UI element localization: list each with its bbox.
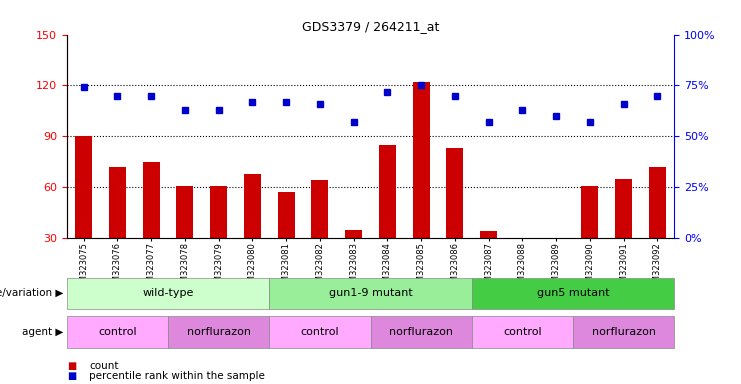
Text: wild-type: wild-type: [142, 288, 193, 298]
Text: norflurazon: norflurazon: [187, 327, 250, 337]
Text: control: control: [503, 327, 542, 337]
Bar: [244, 174, 261, 238]
Bar: [109, 167, 126, 238]
Text: gun5 mutant: gun5 mutant: [536, 288, 609, 298]
Bar: [176, 185, 193, 238]
Bar: [210, 185, 227, 238]
Bar: [75, 136, 92, 238]
Bar: [278, 192, 295, 238]
Bar: [379, 145, 396, 238]
Text: gun1-9 mutant: gun1-9 mutant: [328, 288, 413, 298]
Bar: [311, 180, 328, 238]
Text: control: control: [301, 327, 339, 337]
Bar: [615, 179, 632, 238]
Bar: [480, 231, 497, 238]
Bar: [649, 167, 666, 238]
Bar: [142, 162, 159, 238]
Bar: [582, 185, 599, 238]
Text: percentile rank within the sample: percentile rank within the sample: [89, 371, 265, 381]
Text: ■: ■: [67, 371, 76, 381]
Title: GDS3379 / 264211_at: GDS3379 / 264211_at: [302, 20, 439, 33]
Bar: [514, 238, 531, 280]
Text: count: count: [89, 361, 119, 371]
Bar: [345, 230, 362, 238]
Text: genotype/variation ▶: genotype/variation ▶: [0, 288, 63, 298]
Text: agent ▶: agent ▶: [21, 327, 63, 337]
Text: control: control: [98, 327, 136, 337]
Text: norflurazon: norflurazon: [389, 327, 453, 337]
Text: norflurazon: norflurazon: [591, 327, 656, 337]
Bar: [413, 82, 430, 238]
Bar: [447, 148, 463, 238]
Text: ■: ■: [67, 361, 76, 371]
